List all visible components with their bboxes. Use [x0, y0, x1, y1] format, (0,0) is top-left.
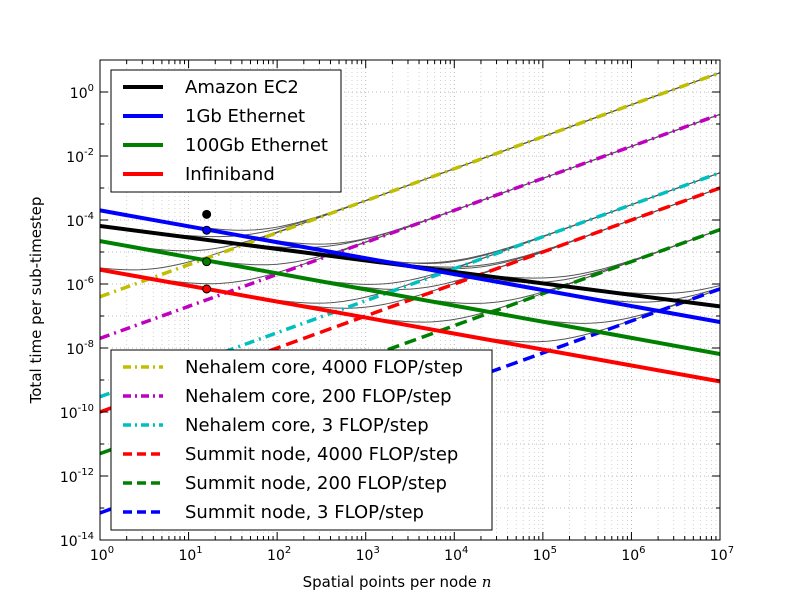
y-axis-title: Total time per sub-timestep: [27, 197, 45, 405]
legend-box: [110, 69, 342, 193]
y-tick-label: 100: [70, 83, 94, 102]
legend-compute: Nehalem core, 4000 FLOP/step Nehalem core…: [110, 349, 493, 531]
legend-network: Amazon EC2 1Gb Ethernet 100Gb Ethernet Infi…: [110, 69, 342, 193]
y-tick-label: 10-14: [60, 531, 94, 550]
legend-label-summit-node-4000-flop-step: Summit node, 4000 FLOP/step: [185, 444, 458, 465]
y-tick-label: 10-8: [66, 339, 94, 358]
y-tick-label: 10-10: [60, 403, 94, 422]
axis-ticks: 100 101 102 103 104 105 106 107 100 10-2 10-4 10-6 1…: [60, 59, 734, 564]
series-markers: [202, 209, 212, 294]
legend-label-nehalem-core-4000-flop-step: Nehalem core, 4000 FLOP/step: [185, 357, 463, 378]
x-tick-label: 103: [356, 545, 380, 564]
legend-label-100gb-ethernet: 100Gb Ethernet: [185, 135, 328, 156]
legend-box: [110, 349, 493, 531]
x-tick-label: 102: [267, 545, 291, 564]
plot-frame: [99, 59, 721, 541]
y-tick-label: 10-6: [66, 275, 94, 294]
legend-label-nehalem-core-200-flop-step: Nehalem core, 200 FLOP/step: [185, 386, 452, 407]
x-tick-label: 100: [90, 545, 114, 564]
x-tick-label: 105: [533, 545, 557, 564]
y-tick-label: 10-2: [66, 147, 94, 166]
x-tick-label: 107: [710, 545, 734, 564]
legend-label-nehalem-core-3-flop-step: Nehalem core, 3 FLOP/step: [185, 415, 429, 436]
marker-amazon-ec2: [202, 209, 212, 219]
x-axis-variable: n: [482, 573, 492, 591]
legend-label-amazon-ec2: Amazon EC2: [185, 77, 299, 98]
x-tick-label: 104: [444, 545, 468, 564]
x-axis-title: Spatial points per node n: [303, 573, 492, 591]
legend-label-infiniband: Infiniband: [185, 164, 275, 185]
marker-1gb-ethernet: [202, 225, 212, 235]
sum-curve: [100, 113, 720, 285]
legend-label-summit-node-3-flop-step: Summit node, 3 FLOP/step: [185, 502, 424, 523]
x-tick-label: 101: [178, 545, 202, 564]
marker-infiniband: [202, 284, 212, 294]
legend-label-summit-node-200-flop-step: Summit node, 200 FLOP/step: [185, 473, 447, 494]
marker-100gb-ethernet: [202, 257, 212, 267]
y-tick-label: 10-12: [60, 467, 94, 486]
y-tick-label: 10-4: [66, 211, 94, 230]
x-tick-label: 106: [621, 545, 645, 564]
legend-label-1gb-ethernet: 1Gb Ethernet: [185, 106, 305, 127]
